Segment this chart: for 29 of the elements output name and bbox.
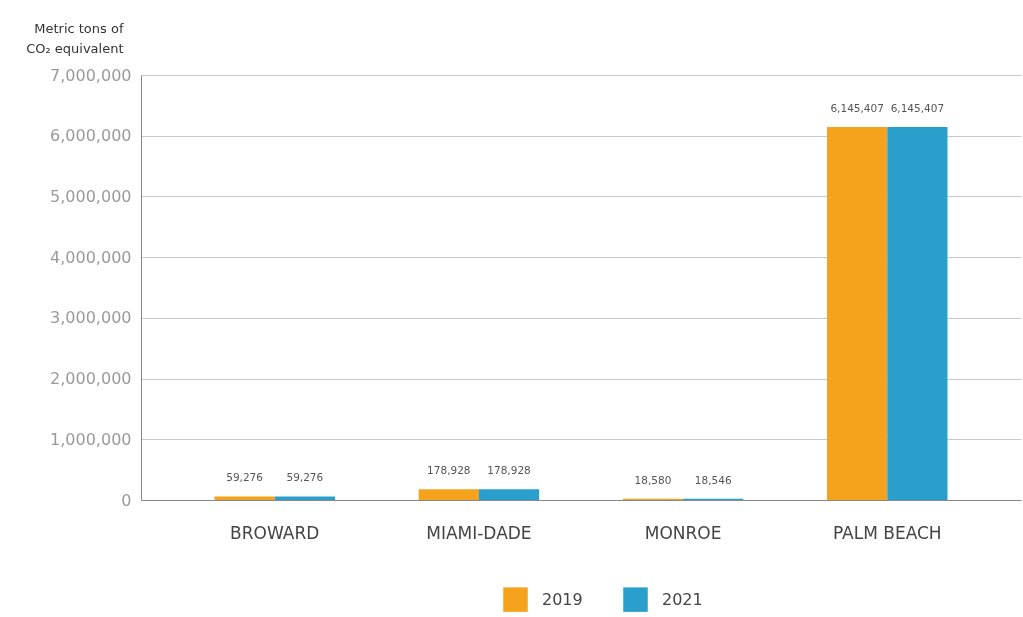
data-label: 6,145,407 <box>890 101 945 114</box>
bar <box>887 126 948 500</box>
data-label: 59,276 <box>286 471 324 484</box>
data-label: 6,145,407 <box>830 101 884 114</box>
x-tick-label: PALM BEACH <box>832 522 942 543</box>
y-tick-label: 2,000,000 <box>50 369 132 389</box>
data-label: 18,580 <box>634 473 672 486</box>
data-label: 18,546 <box>694 473 732 486</box>
y-tick-label: 1,000,000 <box>50 429 132 449</box>
bar <box>478 489 540 500</box>
bar <box>274 496 335 500</box>
bar <box>827 126 888 500</box>
legend-label: 2019 <box>542 589 583 609</box>
data-label: 178,928 <box>427 464 471 477</box>
y-tick-label: 4,000,000 <box>50 247 132 267</box>
y-tick-label: 5,000,000 <box>50 186 132 206</box>
y-tick-label: 6,000,000 <box>50 126 132 146</box>
data-label: 178,928 <box>487 464 531 477</box>
y-axis-title: Metric tons of CO₂ equivalent <box>26 20 124 56</box>
legend-label: 2021 <box>662 589 703 609</box>
x-tick-label: BROWARD <box>230 522 320 543</box>
data-label: 59,276 <box>226 471 264 484</box>
y-tick-label: 3,000,000 <box>50 308 132 328</box>
bar <box>214 496 275 500</box>
x-tick-label: MONROE <box>644 522 722 543</box>
bar <box>418 489 479 500</box>
y-tick-label: 0 <box>121 490 132 510</box>
y-tick-label: 7,000,000 <box>50 65 132 85</box>
x-tick-label: MIAMI-DADE <box>426 522 532 543</box>
